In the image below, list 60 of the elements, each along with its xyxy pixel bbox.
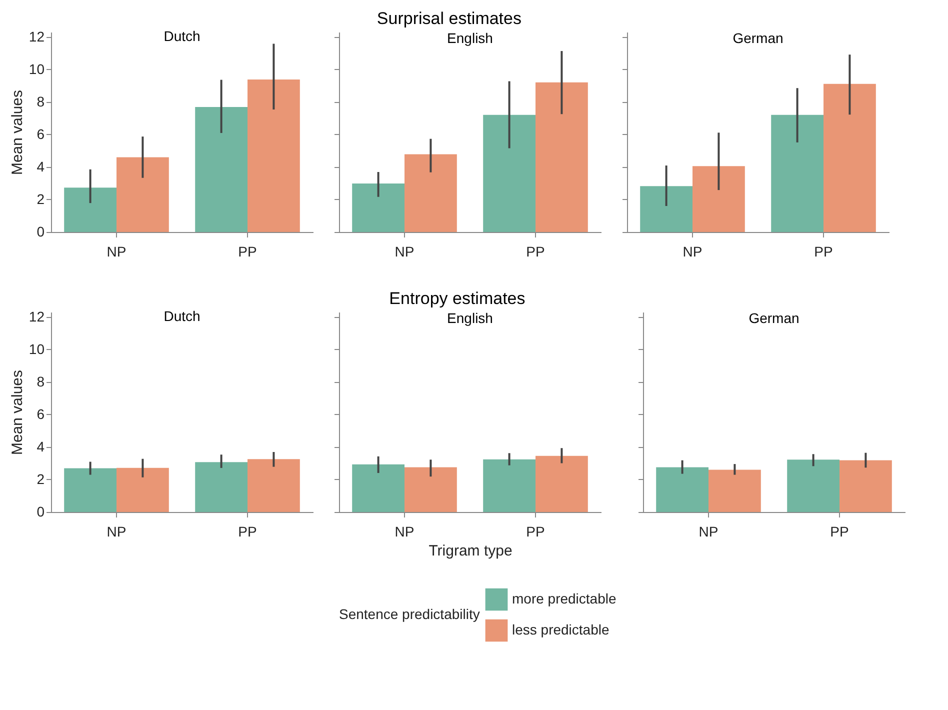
- bar: [708, 470, 761, 512]
- bar: [787, 460, 840, 512]
- y-tick-label: 6: [36, 406, 45, 422]
- x-axis-title: Trigram type: [428, 542, 512, 560]
- x-tick-label: NP: [394, 524, 414, 540]
- x-tick-label: NP: [698, 524, 718, 540]
- y-tick-label: 0: [36, 224, 45, 240]
- y-tick-label: 4: [36, 438, 45, 454]
- chart-title: English: [447, 310, 493, 326]
- x-tick-label: PP: [830, 524, 849, 540]
- bar: [64, 188, 116, 232]
- y-tick-label: 2: [36, 190, 45, 207]
- bar: [404, 467, 457, 512]
- x-tick-label: PP: [814, 244, 833, 260]
- y-tick-label: 8: [36, 93, 45, 110]
- x-tick-label: NP: [106, 524, 126, 540]
- y-tick-label: 6: [36, 126, 45, 142]
- y-tick-label: 4: [36, 158, 45, 174]
- y-tick-label: 12: [28, 308, 45, 324]
- x-tick-label: NP: [106, 244, 126, 260]
- bar: [483, 459, 536, 512]
- x-tick-label: PP: [526, 244, 545, 260]
- bar: [352, 464, 404, 512]
- y-tick-label: 8: [36, 373, 45, 390]
- bar: [840, 460, 892, 512]
- bar: [656, 467, 708, 512]
- text: Entropy estimates: [389, 288, 526, 308]
- bar: [248, 79, 300, 232]
- x-tick-label: NP: [394, 244, 414, 260]
- text: Surprisal estimates: [376, 8, 522, 28]
- bar: [404, 154, 457, 232]
- x-tick-label: NP: [682, 244, 702, 260]
- y-tick-label: 0: [36, 504, 45, 520]
- y-tick-label: 2: [36, 470, 45, 487]
- chart-title: Dutch: [164, 308, 200, 324]
- bar: [352, 184, 404, 232]
- chart-title: Dutch: [164, 28, 200, 44]
- bar: [771, 114, 824, 232]
- x-tick-label: PP: [526, 524, 545, 540]
- bar: [536, 82, 588, 232]
- bar: [536, 456, 588, 512]
- x-tick-label: PP: [238, 244, 257, 260]
- chart-title: English: [447, 30, 493, 46]
- legend-label: less predictable: [512, 622, 610, 638]
- y-axis-title: Mean values: [8, 90, 26, 176]
- y-tick-label: 10: [28, 340, 45, 357]
- bar: [195, 106, 248, 232]
- bar: [640, 186, 692, 232]
- y-axis-title: Mean values: [8, 370, 26, 456]
- legend-label: more predictable: [512, 590, 616, 606]
- bar: [483, 114, 536, 232]
- bar: [116, 157, 169, 232]
- y-tick-label: 12: [28, 28, 45, 44]
- chart-title: German: [748, 310, 800, 326]
- chart-title: German: [732, 30, 784, 46]
- bar: [824, 84, 876, 232]
- legend-title: Sentence predictability: [339, 606, 480, 622]
- x-tick-label: PP: [238, 524, 257, 540]
- bar: [692, 166, 745, 232]
- y-tick-label: 10: [28, 60, 45, 77]
